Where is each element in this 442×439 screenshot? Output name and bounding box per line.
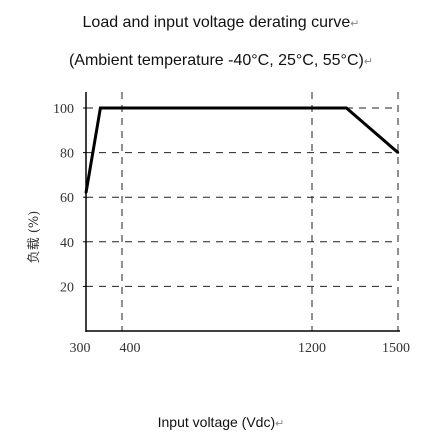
paragraph-mark-icon: ↵ [350,18,360,30]
axes-layer [83,92,400,332]
chart-title: Load and input voltage derating curve↵ [0,14,442,32]
series-layer [84,106,400,194]
y-tick-label-80: 80 [60,147,74,162]
x-tick-label-1200: 1200 [298,341,326,356]
chart-subtitle-text: (Ambient temperature -40°C, 25°C, 55°C) [68,52,364,69]
x-axis-label: Input voltage (Vdc)↵ [0,414,442,430]
paragraph-mark-icon: ↵ [275,418,285,430]
y-axis-label-text: 负载 (%) [27,211,42,264]
series-line-0 [84,106,399,193]
series-point-0-2 [345,106,348,110]
x-tick-label-1500: 1500 [382,341,410,356]
x-tick-label-300: 300 [70,341,91,356]
tick-labels: 20 40 60 80 100 300 400 1200 1500 [53,102,410,356]
y-tick-label-100: 100 [53,102,74,117]
chart-subtitle: (Ambient temperature -40°C, 25°C, 55°C)↵ [0,52,442,70]
x-tick-label-400: 400 [120,341,141,356]
paragraph-mark-icon: ↵ [363,56,374,68]
series-point-0-0 [84,191,88,194]
y-tick-label-40: 40 [60,236,74,251]
y-tick-label-60: 60 [60,191,74,206]
grid-layer [86,92,399,331]
y-tick-label-20: 20 [60,280,74,295]
series-point-0-3 [396,151,400,154]
x-axis-label-text: Input voltage (Vdc) [157,414,276,430]
series-point-0-1 [99,106,102,110]
y-axis-label: 负载 (%) [27,211,42,264]
chart-title-text: Load and input voltage derating curve [82,14,351,31]
